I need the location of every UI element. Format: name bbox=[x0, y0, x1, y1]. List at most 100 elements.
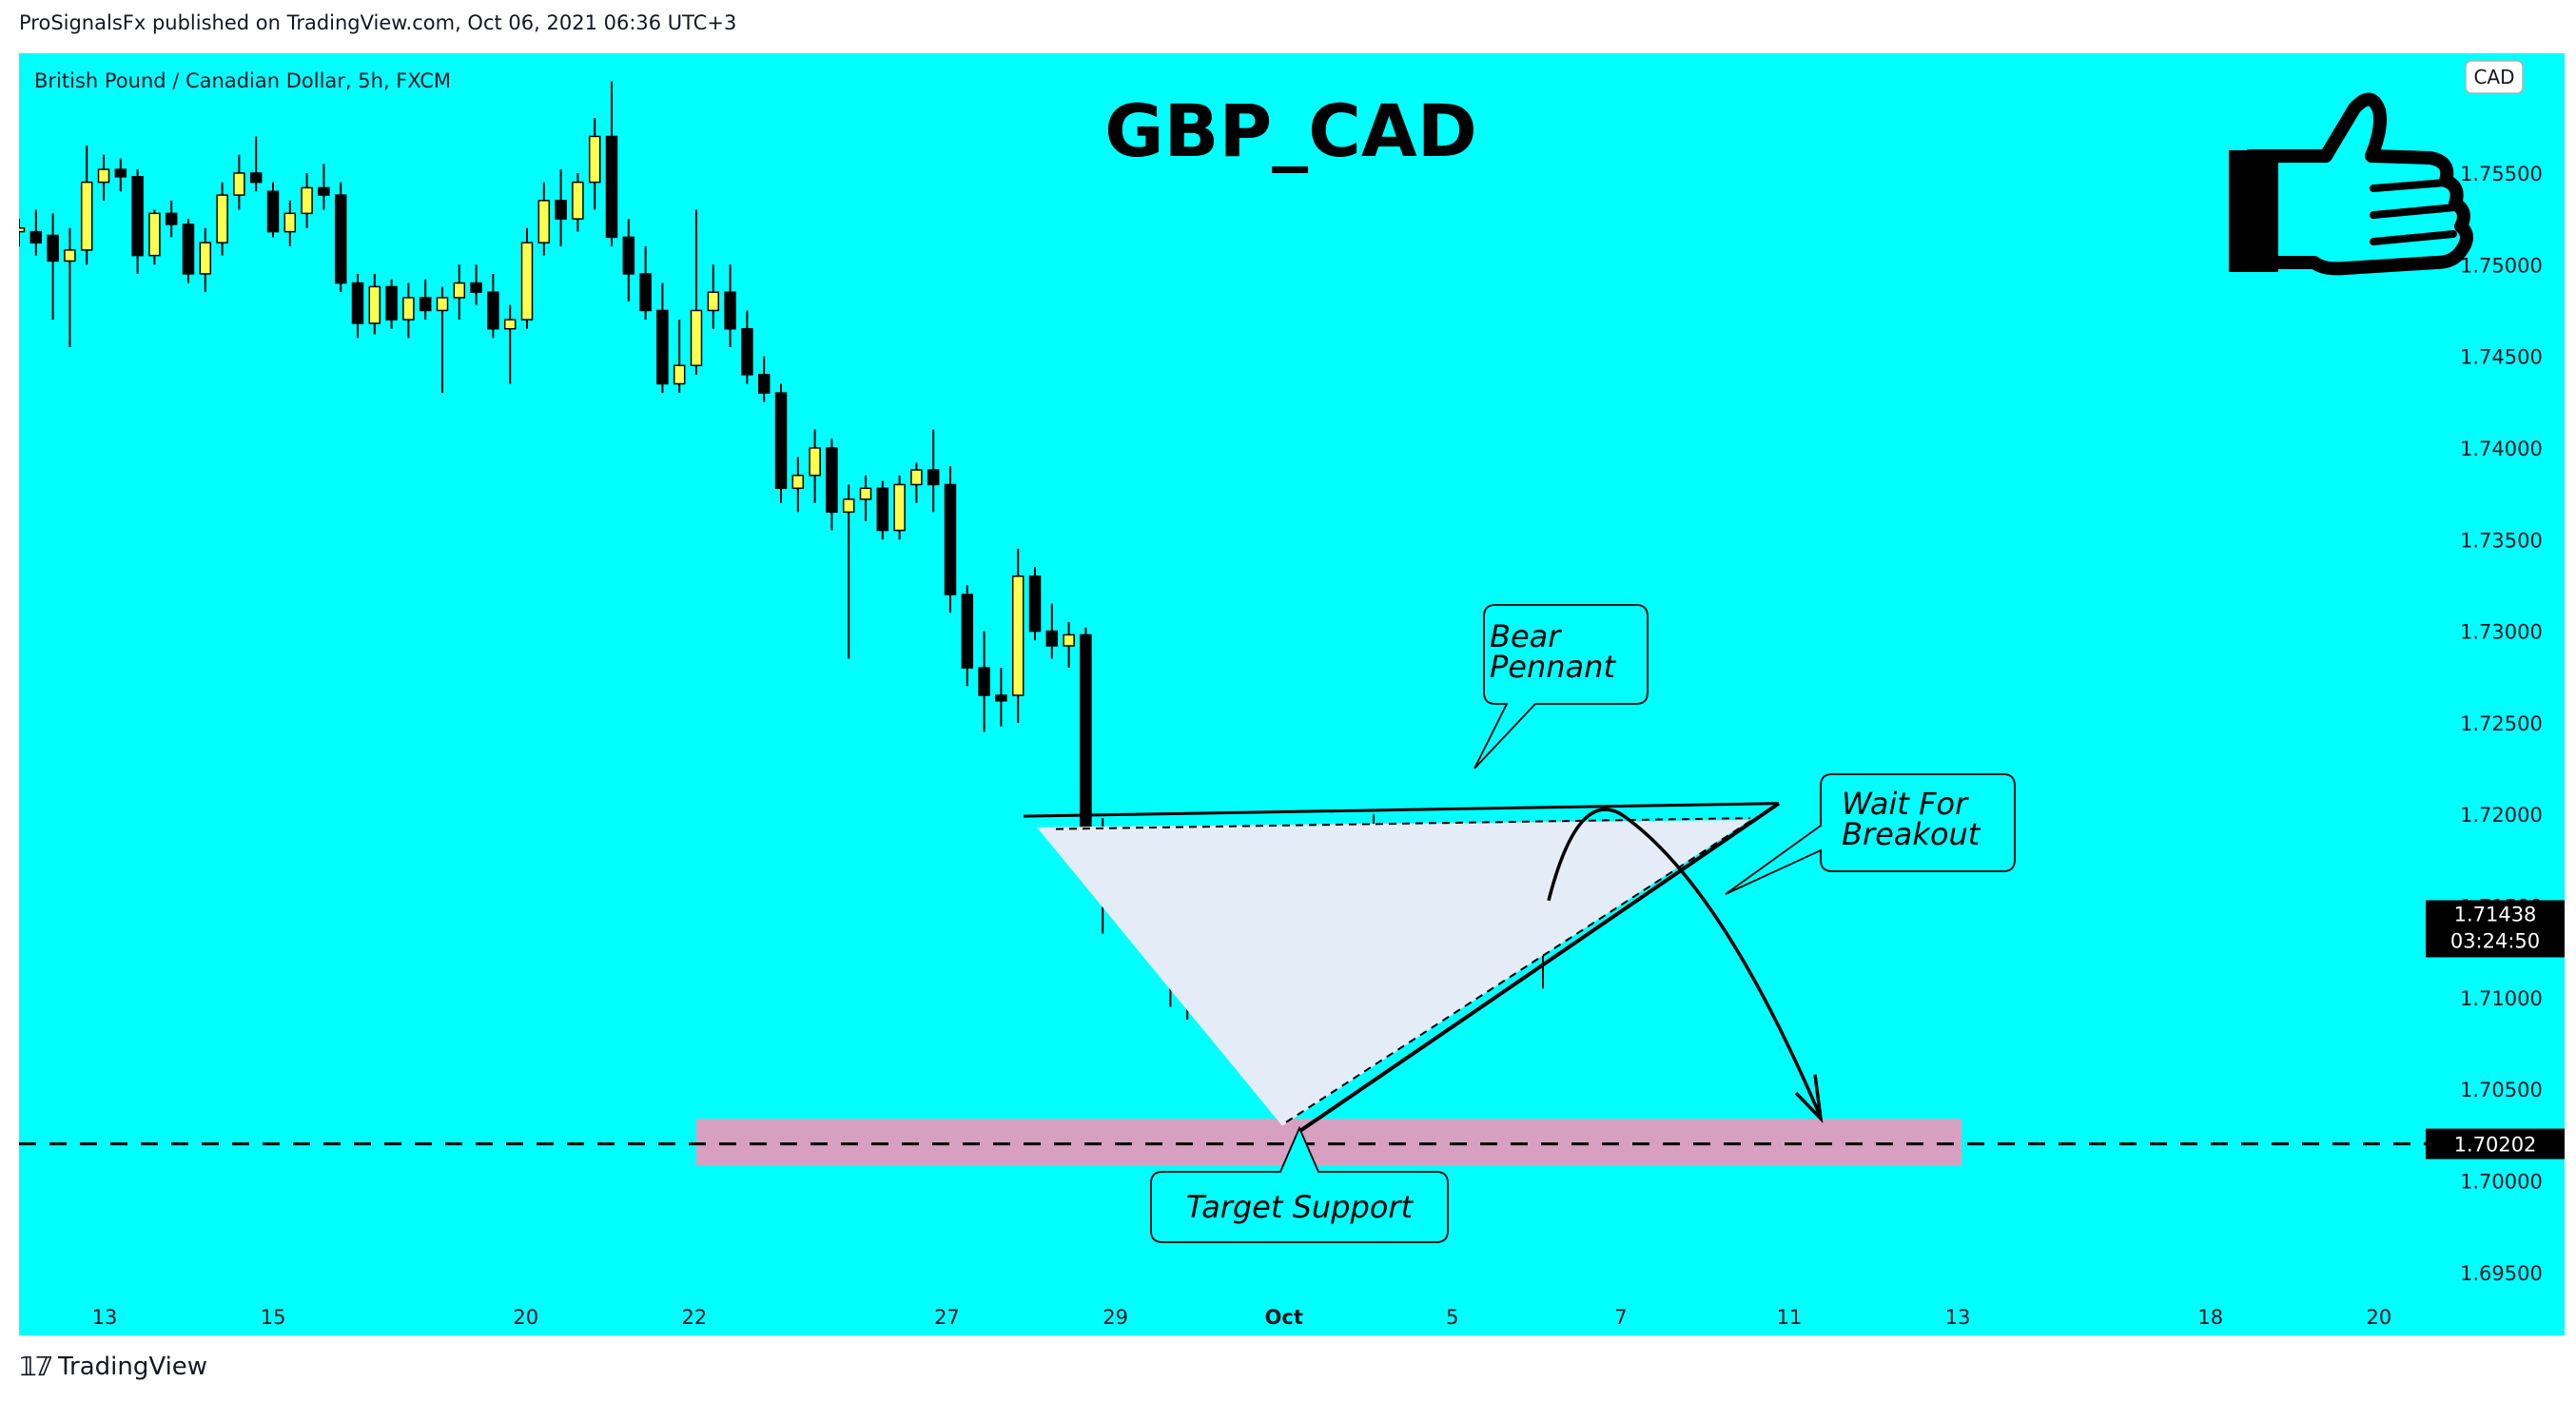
candle-body[interactable] bbox=[1063, 633, 1075, 647]
candle-body[interactable] bbox=[876, 487, 889, 532]
candle-body[interactable] bbox=[995, 694, 1007, 702]
price-tick-label: 1.73000 bbox=[2460, 621, 2543, 644]
target-zone-layer bbox=[19, 1119, 2426, 1166]
candle-body[interactable] bbox=[470, 282, 482, 293]
candle-body[interactable] bbox=[639, 273, 652, 312]
chart-frame[interactable]: 1.75500 1.75000 1.74500 1.74000 1.73500 1.730… bbox=[19, 53, 2565, 1335]
currency-badge-label: CAD bbox=[2473, 66, 2514, 88]
candle-body[interactable] bbox=[64, 249, 76, 263]
candle-body[interactable] bbox=[961, 594, 974, 669]
candle-body[interactable] bbox=[741, 327, 753, 376]
price-tick-label: 1.74000 bbox=[2460, 438, 2543, 460]
pennant-fill bbox=[1037, 820, 1750, 1126]
candle-body[interactable] bbox=[47, 234, 59, 263]
publish-attribution: ProSignalsFx published on TradingView.co… bbox=[19, 11, 737, 34]
candle-body[interactable] bbox=[266, 190, 280, 233]
candle-body[interactable] bbox=[572, 181, 584, 220]
tradingview-logo[interactable]: 𝟙𝟟 TradingView bbox=[19, 1351, 207, 1382]
candle-body[interactable] bbox=[131, 176, 144, 257]
price-tick-label: 1.72000 bbox=[2460, 804, 2543, 827]
candle-body[interactable] bbox=[182, 224, 195, 275]
candle-body[interactable] bbox=[453, 282, 466, 299]
candle-body[interactable] bbox=[555, 200, 567, 220]
pennant-upper-dashed bbox=[1055, 817, 1751, 830]
candle-body[interactable] bbox=[724, 291, 736, 330]
wait-for-breakout-callout[interactable]: Wait For Breakout bbox=[1725, 773, 2016, 895]
candle-body[interactable] bbox=[1045, 630, 1059, 647]
target-support-label: Target Support bbox=[1186, 1189, 1415, 1225]
candle-body[interactable] bbox=[791, 475, 805, 490]
candle-body[interactable] bbox=[301, 186, 313, 215]
candle-body[interactable] bbox=[80, 181, 93, 251]
currency-badge[interactable]: CAD bbox=[2465, 60, 2524, 94]
candle-body[interactable] bbox=[29, 230, 43, 243]
candle-body[interactable] bbox=[893, 483, 906, 532]
candle-body[interactable] bbox=[690, 309, 703, 366]
time-tick-label: 15 bbox=[261, 1306, 286, 1329]
candle-body[interactable] bbox=[842, 498, 855, 514]
bear-pennant-callout[interactable]: Bear Pennant bbox=[1473, 604, 1649, 769]
candle-body[interactable] bbox=[216, 194, 228, 243]
candle-body[interactable] bbox=[318, 186, 330, 196]
candle-body[interactable] bbox=[1028, 575, 1042, 633]
last-price-value: 1.71438 bbox=[2454, 903, 2537, 925]
candle-body[interactable] bbox=[826, 447, 838, 514]
candle-body[interactable] bbox=[199, 242, 212, 275]
time-tick-label: 11 bbox=[1777, 1306, 1803, 1329]
target-support-callout[interactable]: Target Support bbox=[1150, 1125, 1449, 1243]
candle-body[interactable] bbox=[809, 447, 821, 477]
breakdown-projection-arrow[interactable] bbox=[1547, 808, 1821, 1114]
candle-body[interactable] bbox=[673, 364, 686, 385]
time-tick-label: 20 bbox=[2366, 1306, 2391, 1329]
candle-body[interactable] bbox=[233, 172, 245, 196]
candle-body[interactable] bbox=[419, 297, 432, 312]
candle-body[interactable] bbox=[334, 194, 347, 284]
candle-body[interactable] bbox=[1080, 633, 1092, 834]
symbol-label: British Pound / Canadian Dollar, 5h, FXC… bbox=[34, 69, 451, 92]
price-tick-label: 1.72500 bbox=[2460, 712, 2543, 735]
candle-body[interactable] bbox=[351, 282, 364, 324]
candle-body[interactable] bbox=[436, 297, 449, 312]
time-tick-label: 18 bbox=[2197, 1306, 2223, 1329]
candle-body[interactable] bbox=[97, 168, 110, 184]
time-tick-label: Oct bbox=[1265, 1306, 1303, 1329]
wait-for-breakout-line-2: Breakout bbox=[1842, 816, 1981, 852]
candle-body[interactable] bbox=[249, 172, 263, 184]
candle-body[interactable] bbox=[19, 227, 26, 233]
candle-body[interactable] bbox=[487, 291, 499, 330]
candle-body[interactable] bbox=[927, 469, 940, 486]
bear-pennant-line-2: Pennant bbox=[1490, 649, 1616, 685]
pennant-upper-line[interactable] bbox=[1023, 802, 1780, 818]
candle-body[interactable] bbox=[537, 200, 551, 243]
candle-body[interactable] bbox=[656, 309, 669, 385]
price-tick-label: 1.74500 bbox=[2460, 346, 2543, 369]
thumbs-up-icon bbox=[2229, 92, 2473, 276]
candle-body[interactable] bbox=[707, 291, 720, 312]
candle-body[interactable] bbox=[944, 483, 957, 595]
candle-body[interactable] bbox=[978, 667, 990, 696]
candle-body[interactable] bbox=[757, 374, 771, 394]
candlestick-chart[interactable]: 1.75500 1.75000 1.74500 1.74000 1.73500 1.730… bbox=[19, 53, 2565, 1335]
price-tick-label: 1.71000 bbox=[2460, 987, 2543, 1010]
candle-body[interactable] bbox=[385, 285, 398, 321]
candle-body[interactable] bbox=[774, 392, 788, 490]
candle-body[interactable] bbox=[588, 135, 601, 184]
candle-body[interactable] bbox=[165, 212, 178, 225]
chart-title: GBP_CAD bbox=[1104, 88, 1477, 173]
candle-body[interactable] bbox=[1011, 575, 1025, 696]
candle-body[interactable] bbox=[520, 242, 534, 321]
pennant-lower-line[interactable] bbox=[1298, 802, 1781, 1134]
candle-body[interactable] bbox=[114, 168, 127, 178]
candle-body[interactable] bbox=[622, 236, 635, 275]
candle-body[interactable] bbox=[402, 297, 415, 321]
candle-body[interactable] bbox=[368, 285, 381, 324]
candle-body[interactable] bbox=[859, 487, 872, 500]
candle-body[interactable] bbox=[503, 319, 517, 330]
target-support-zone[interactable] bbox=[696, 1119, 1961, 1166]
bear-pennant-line-1: Bear bbox=[1490, 618, 1562, 654]
time-tick-label: 27 bbox=[934, 1306, 960, 1329]
candle-body[interactable] bbox=[605, 135, 618, 239]
candle-body[interactable] bbox=[148, 212, 161, 257]
candle-body[interactable] bbox=[283, 212, 297, 233]
candle-body[interactable] bbox=[910, 469, 923, 486]
